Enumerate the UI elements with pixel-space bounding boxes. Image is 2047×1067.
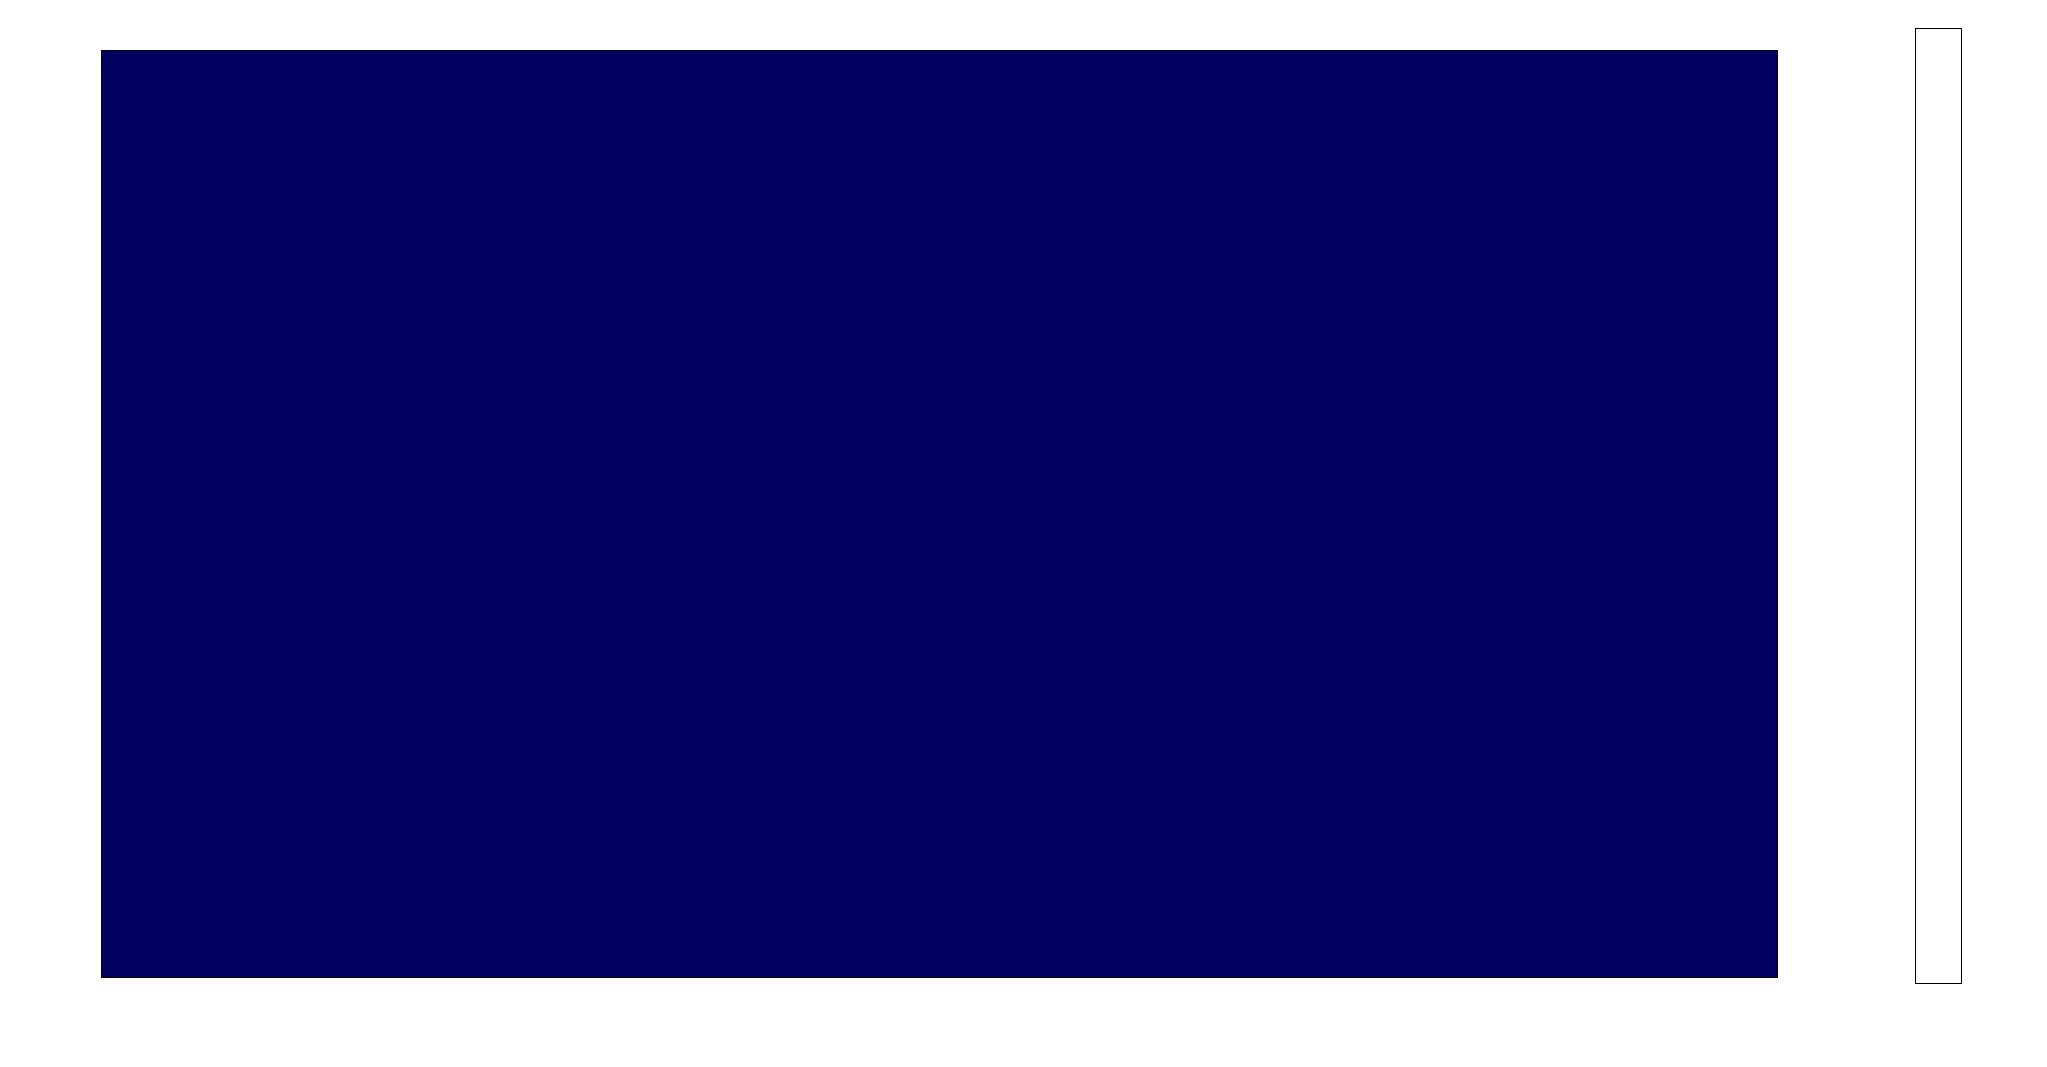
spectrogram-plot-area	[101, 50, 1778, 978]
colorbar	[1915, 28, 1962, 984]
colorbar-canvas	[1916, 29, 1961, 983]
y-axis-label	[6, 314, 46, 714]
spectrogram-canvas	[102, 51, 1777, 977]
colorbar-label	[1996, 306, 2036, 706]
